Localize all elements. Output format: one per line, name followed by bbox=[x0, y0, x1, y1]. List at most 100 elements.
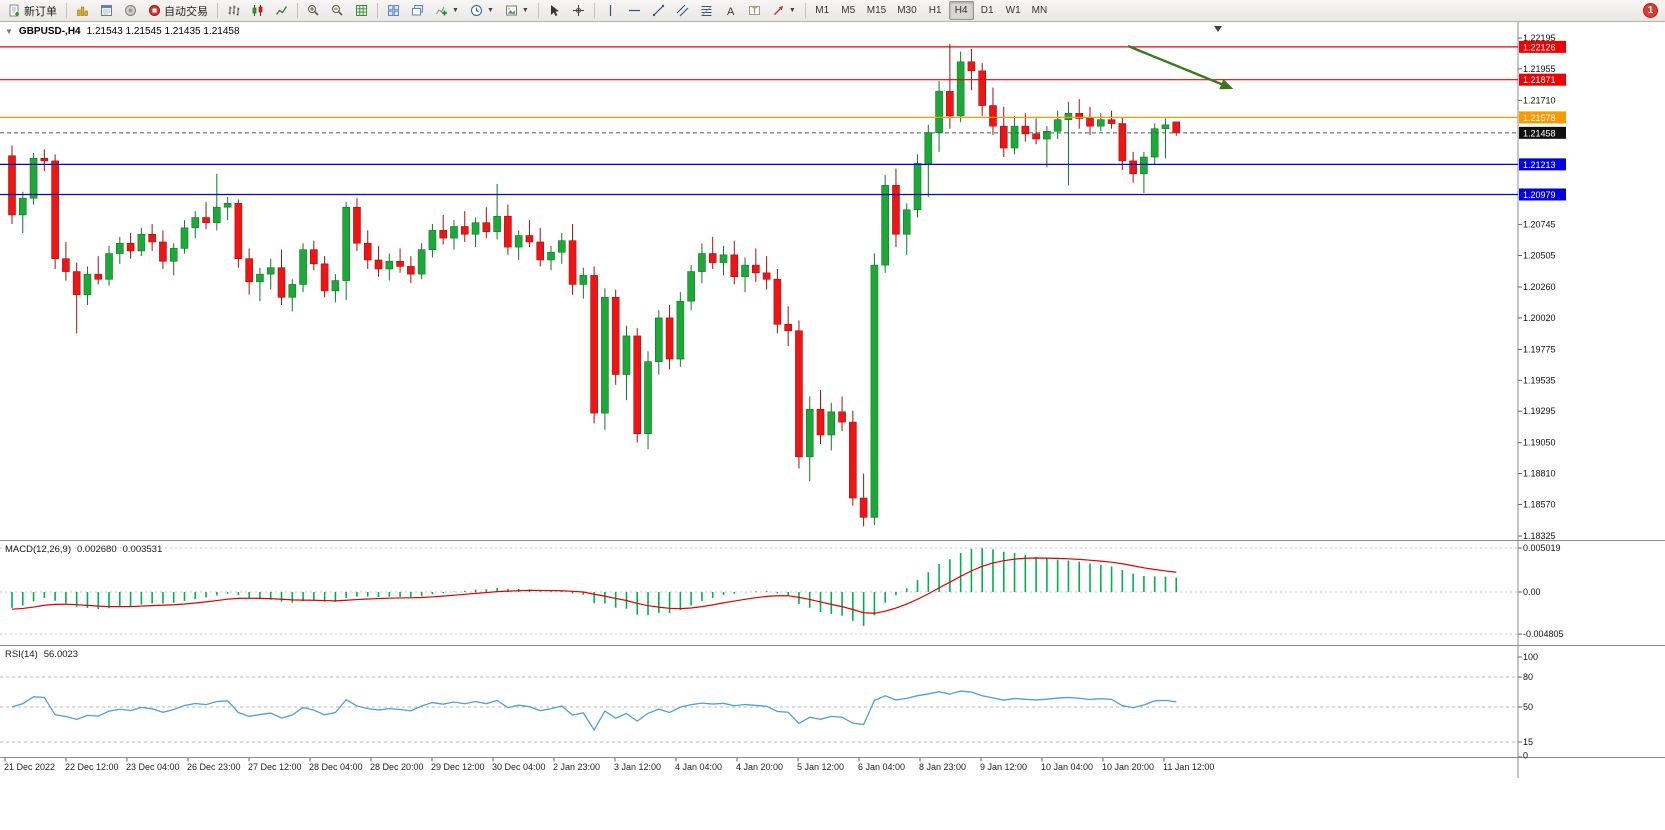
autotrading-button[interactable]: 自动交易 bbox=[143, 1, 213, 20]
templates-button[interactable]: ▼ bbox=[500, 1, 534, 20]
horizontal-line-icon bbox=[628, 9, 640, 12]
svg-text:0.005019: 0.005019 bbox=[1523, 543, 1561, 553]
bar-chart-button[interactable] bbox=[222, 1, 245, 20]
tf-button-h1[interactable]: H1 bbox=[928, 5, 942, 16]
svg-text:1.20505: 1.20505 bbox=[1523, 250, 1556, 260]
price-axis: 1.22195 1.21955 1.21710 1.20745 1.20505 1.202… bbox=[1518, 33, 1556, 541]
one-click-trading-toggle[interactable]: ▼ bbox=[5, 27, 13, 36]
vertical-line-button[interactable] bbox=[599, 1, 622, 20]
periods-button[interactable]: ▼ bbox=[465, 1, 499, 20]
svg-text:1.20745: 1.20745 bbox=[1523, 220, 1556, 230]
svg-text:1.19535: 1.19535 bbox=[1523, 375, 1556, 385]
time-axis: 21 Dec 2022 22 Dec 12:00 23 Dec 04:00 26 De… bbox=[4, 758, 1214, 772]
cascade-windows-icon bbox=[412, 5, 423, 16]
tile-windows-icon bbox=[388, 5, 399, 16]
chart-shift-marker[interactable] bbox=[1214, 26, 1222, 32]
data-window-icon bbox=[101, 5, 112, 16]
candlestick-chart-button[interactable] bbox=[246, 1, 269, 20]
equidistant-channel-button[interactable] bbox=[671, 1, 694, 20]
svg-text:1.21578: 1.21578 bbox=[1523, 113, 1556, 123]
toolbar-separator bbox=[217, 3, 218, 18]
tf-button-d1[interactable]: D1 bbox=[980, 5, 994, 16]
market-watch-icon bbox=[77, 6, 88, 16]
toolbar-separator bbox=[297, 3, 298, 18]
svg-text:1.22195: 1.22195 bbox=[1523, 33, 1556, 43]
fibonacci-button[interactable] bbox=[695, 1, 718, 20]
tile-windows-button[interactable] bbox=[382, 1, 405, 20]
autotrading-icon bbox=[149, 5, 160, 16]
svg-text:9 Jan 12:00: 9 Jan 12:00 bbox=[980, 762, 1027, 772]
rsi-indicator-label: RSI(14) 56.0023 bbox=[5, 649, 78, 660]
zoom-out-button[interactable] bbox=[326, 1, 349, 20]
candles-layer bbox=[8, 43, 1181, 527]
svg-text:T: T bbox=[752, 7, 757, 16]
toolbar-separator bbox=[593, 3, 595, 18]
rsi-name: RSI(14) bbox=[5, 649, 38, 660]
svg-text:27 Dec 12:00: 27 Dec 12:00 bbox=[248, 762, 302, 772]
svg-text:8 Jan 23:00: 8 Jan 23:00 bbox=[919, 762, 966, 772]
macd-signal-line bbox=[11, 557, 1177, 614]
svg-text:1.18810: 1.18810 bbox=[1523, 469, 1556, 479]
zoom-in-button[interactable] bbox=[302, 1, 325, 20]
toolbar-separator bbox=[804, 3, 806, 18]
toolbar-separator bbox=[377, 3, 378, 18]
line-objects-layer bbox=[0, 46, 1518, 196]
text-label-icon: T bbox=[748, 6, 760, 16]
svg-text:15: 15 bbox=[1523, 737, 1533, 747]
line-chart-button[interactable] bbox=[270, 1, 293, 20]
text-button[interactable]: A bbox=[719, 1, 742, 20]
svg-text:28 Dec 20:00: 28 Dec 20:00 bbox=[370, 762, 424, 772]
horizontal-line-button[interactable] bbox=[623, 1, 646, 20]
svg-text:1.21458: 1.21458 bbox=[1523, 128, 1556, 138]
macd-panel: 0.005019 0.00 -0.004805 bbox=[0, 543, 1564, 639]
cascade-windows-button[interactable] bbox=[406, 1, 429, 20]
cursor-button[interactable] bbox=[543, 1, 566, 20]
notification-badge[interactable]: 1 bbox=[1643, 3, 1658, 18]
svg-text:1.19050: 1.19050 bbox=[1523, 438, 1556, 448]
svg-text:1.21213: 1.21213 bbox=[1523, 160, 1556, 170]
tf-button-mn[interactable]: MN bbox=[1031, 5, 1048, 16]
grid-icon bbox=[356, 5, 367, 16]
navigator-button[interactable] bbox=[119, 1, 142, 20]
macd-indicator-label: MACD(12,26,9) 0.002680 0.003531 bbox=[5, 544, 162, 555]
svg-text:1.19775: 1.19775 bbox=[1523, 344, 1556, 354]
chart-symbol-label: GBPUSD-,H4 bbox=[18, 26, 81, 37]
svg-text:-0.004805: -0.004805 bbox=[1523, 629, 1564, 639]
tf-button-m30[interactable]: M30 bbox=[897, 5, 917, 16]
svg-text:1.22126: 1.22126 bbox=[1523, 42, 1556, 52]
tf-button-m1[interactable]: M1 bbox=[815, 5, 830, 16]
crosshair-button[interactable] bbox=[567, 1, 590, 20]
new-order-button[interactable]: 新订单 bbox=[3, 1, 62, 20]
data-window-button[interactable] bbox=[95, 1, 118, 20]
svg-text:28 Dec 04:00: 28 Dec 04:00 bbox=[309, 762, 363, 772]
macd-signal-value: 0.003531 bbox=[122, 544, 163, 555]
market-watch-button[interactable] bbox=[71, 1, 94, 20]
candlestick-chart-icon bbox=[252, 5, 263, 16]
arrows-button[interactable]: ▼ bbox=[767, 1, 801, 20]
trendline-button[interactable] bbox=[647, 1, 670, 20]
panel-frame bbox=[0, 22, 1665, 778]
tf-button-h4[interactable]: H4 bbox=[948, 1, 974, 20]
svg-text:26 Dec 23:00: 26 Dec 23:00 bbox=[187, 762, 241, 772]
text-label-button[interactable]: T bbox=[743, 1, 766, 20]
tf-button-w1[interactable]: W1 bbox=[1005, 5, 1021, 16]
trend-arrow-object[interactable] bbox=[1127, 44, 1234, 90]
tf-button-m5[interactable]: M5 bbox=[841, 5, 856, 16]
svg-text:A: A bbox=[727, 6, 735, 17]
chevron-down-icon: ▼ bbox=[486, 7, 494, 14]
tf-button-m15[interactable]: M15 bbox=[866, 5, 887, 16]
text-icon: A bbox=[727, 6, 735, 17]
svg-text:6 Jan 04:00: 6 Jan 04:00 bbox=[858, 762, 905, 772]
arrows-icon bbox=[773, 6, 783, 15]
svg-text:30 Dec 04:00: 30 Dec 04:00 bbox=[492, 762, 546, 772]
navigator-icon bbox=[125, 5, 136, 16]
svg-text:1.19295: 1.19295 bbox=[1523, 406, 1556, 416]
svg-text:100: 100 bbox=[1523, 652, 1538, 662]
indicators-button[interactable]: ▼ bbox=[430, 1, 464, 20]
trendline-icon bbox=[652, 4, 665, 17]
svg-text:1.21710: 1.21710 bbox=[1523, 95, 1556, 105]
cursor-icon bbox=[550, 5, 559, 16]
grid-button[interactable] bbox=[350, 1, 373, 20]
svg-text:1.18570: 1.18570 bbox=[1523, 499, 1556, 509]
